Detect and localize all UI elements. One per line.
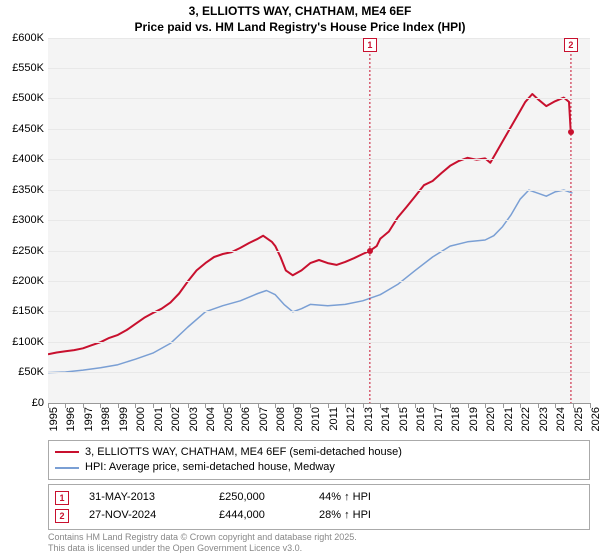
x-axis-label: 2022 (520, 407, 532, 431)
event-marker-box: 1 (363, 38, 377, 52)
event-row: 2 27-NOV-2024 £444,000 28% ↑ HPI (55, 507, 583, 525)
x-axis-label: 2024 (555, 407, 567, 431)
x-axis-label: 2013 (363, 407, 375, 431)
credits-line2: This data is licensed under the Open Gov… (48, 543, 590, 555)
gridline (48, 68, 590, 69)
y-axis-label: £200K (12, 275, 44, 287)
series-line (48, 94, 571, 354)
legend-label: HPI: Average price, semi-detached house,… (85, 460, 335, 475)
x-axis-label: 1996 (65, 407, 77, 431)
price-events-table: 1 31-MAY-2013 £250,000 44% ↑ HPI 2 27-NOV-202… (48, 484, 590, 529)
x-axis-label: 1998 (100, 407, 112, 431)
legend-item: HPI: Average price, semi-detached house,… (55, 460, 583, 475)
y-axis-label: £600K (12, 32, 44, 44)
event-dot (367, 248, 373, 254)
gridline (48, 129, 590, 130)
y-axis-label: £500K (12, 92, 44, 104)
x-axis-label: 2000 (135, 407, 147, 431)
gridline (48, 220, 590, 221)
y-axis-label: £100K (12, 336, 44, 348)
x-axis-label: 2002 (170, 407, 182, 431)
x-axis-label: 2015 (398, 407, 410, 431)
x-axis-label: 2006 (240, 407, 252, 431)
x-axis-label: 2021 (503, 407, 515, 431)
y-axis-label: £0 (32, 397, 44, 409)
event-row-pct: 28% ↑ HPI (319, 507, 371, 525)
x-axis-label: 2001 (153, 407, 165, 431)
gridline (48, 281, 590, 282)
x-axis-label: 2026 (590, 407, 600, 431)
y-axis-label: £400K (12, 153, 44, 165)
legend-label: 3, ELLIOTTS WAY, CHATHAM, ME4 6EF (semi-… (85, 445, 402, 460)
x-axis-label: 2011 (328, 407, 340, 431)
x-axis-label: 1999 (118, 407, 130, 431)
x-axis-label: 2023 (538, 407, 550, 431)
y-axis-label: £300K (12, 214, 44, 226)
x-axis-label: 2007 (258, 407, 270, 431)
credits: Contains HM Land Registry data © Crown c… (48, 532, 590, 555)
x-axis-label: 2005 (223, 407, 235, 431)
event-row-num: 2 (55, 509, 69, 523)
x-axis-label: 2019 (468, 407, 480, 431)
chart-plot-area: £0£50K£100K£150K£200K£250K£300K£350K£400… (48, 38, 590, 404)
gridline (48, 98, 590, 99)
x-axis-label: 2018 (450, 407, 462, 431)
x-axis-label: 2017 (433, 407, 445, 431)
legend-swatch (55, 451, 79, 453)
event-row-date: 27-NOV-2024 (89, 507, 199, 525)
event-marker-box: 2 (564, 38, 578, 52)
y-axis-label: £50K (18, 366, 44, 378)
chart-title: 3, ELLIOTTS WAY, CHATHAM, ME4 6EF (0, 0, 600, 20)
x-axis-label: 2016 (415, 407, 427, 431)
event-row-date: 31-MAY-2013 (89, 489, 199, 507)
x-axis-label: 2025 (573, 407, 585, 431)
x-axis-label: 2014 (380, 407, 392, 431)
event-row-num: 1 (55, 491, 69, 505)
credits-line1: Contains HM Land Registry data © Crown c… (48, 532, 590, 544)
x-axis-label: 2008 (275, 407, 287, 431)
gridline (48, 159, 590, 160)
gridline (48, 342, 590, 343)
y-axis-label: £450K (12, 123, 44, 135)
x-axis-label: 2009 (293, 407, 305, 431)
gridline (48, 311, 590, 312)
legend-box: 3, ELLIOTTS WAY, CHATHAM, ME4 6EF (semi-… (48, 440, 590, 481)
y-axis-label: £550K (12, 62, 44, 74)
x-axis-label: 2004 (205, 407, 217, 431)
event-row-pct: 44% ↑ HPI (319, 489, 371, 507)
event-dot (568, 129, 574, 135)
legend-item: 3, ELLIOTTS WAY, CHATHAM, ME4 6EF (semi-… (55, 445, 583, 460)
x-axis-label: 2012 (345, 407, 357, 431)
x-axis-label: 1997 (83, 407, 95, 431)
event-row-price: £250,000 (219, 489, 299, 507)
x-axis-label: 2003 (188, 407, 200, 431)
y-axis-label: £150K (12, 305, 44, 317)
gridline (48, 38, 590, 39)
y-axis-label: £250K (12, 245, 44, 257)
gridline (48, 372, 590, 373)
y-axis-label: £350K (12, 184, 44, 196)
gridline (48, 251, 590, 252)
legend-swatch (55, 467, 79, 469)
chart-subtitle: Price paid vs. HM Land Registry's House … (0, 20, 600, 34)
x-axis-label: 2010 (310, 407, 322, 431)
event-row: 1 31-MAY-2013 £250,000 44% ↑ HPI (55, 489, 583, 507)
x-axis-label: 2020 (485, 407, 497, 431)
event-row-price: £444,000 (219, 507, 299, 525)
gridline (48, 190, 590, 191)
x-axis-label: 1995 (48, 407, 60, 431)
